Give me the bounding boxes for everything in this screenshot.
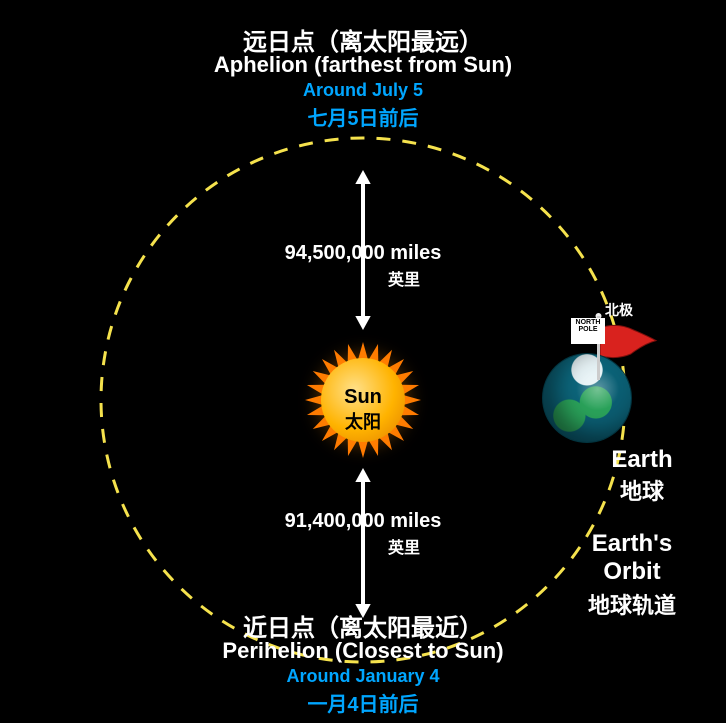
sun-label-zh: 太阳: [345, 408, 381, 434]
perihelion-title-en: Perihelion (Closest to Sun): [222, 638, 503, 664]
distance-aphelion-value: 94,500,000 miles: [285, 242, 442, 265]
perihelion-date-en: Around January 4: [286, 666, 439, 687]
earth-label-zh: 地球: [620, 474, 664, 506]
north-pole-label-en: NORTHPOLE: [571, 318, 605, 344]
sun-label-en: Sun: [344, 386, 382, 409]
diagram-stage: Sun 太阳 NORTHPOLE 远日点（离太阳最远） Aphelion (fa…: [0, 0, 726, 723]
aphelion-title-en: Aphelion (farthest from Sun): [214, 52, 512, 78]
orbit-label-en-1: Earth's: [592, 530, 672, 558]
distance-perihelion-unit-zh: 英里: [388, 534, 420, 558]
perihelion-date-zh: 一月4日前后: [307, 688, 418, 717]
distance-aphelion-unit-zh: 英里: [388, 266, 420, 290]
distance-perihelion-value: 91,400,000 miles: [285, 510, 442, 533]
north-pole-label-zh: 北极: [605, 300, 633, 320]
aphelion-date-zh: 七月5日前后: [307, 102, 418, 131]
earth-label-en: Earth: [611, 446, 672, 474]
orbit-label-zh: 地球轨道: [588, 588, 676, 620]
orbit-label-en-2: Orbit: [603, 558, 660, 586]
aphelion-date-en: Around July 5: [303, 80, 423, 101]
earth-icon: [543, 354, 631, 442]
